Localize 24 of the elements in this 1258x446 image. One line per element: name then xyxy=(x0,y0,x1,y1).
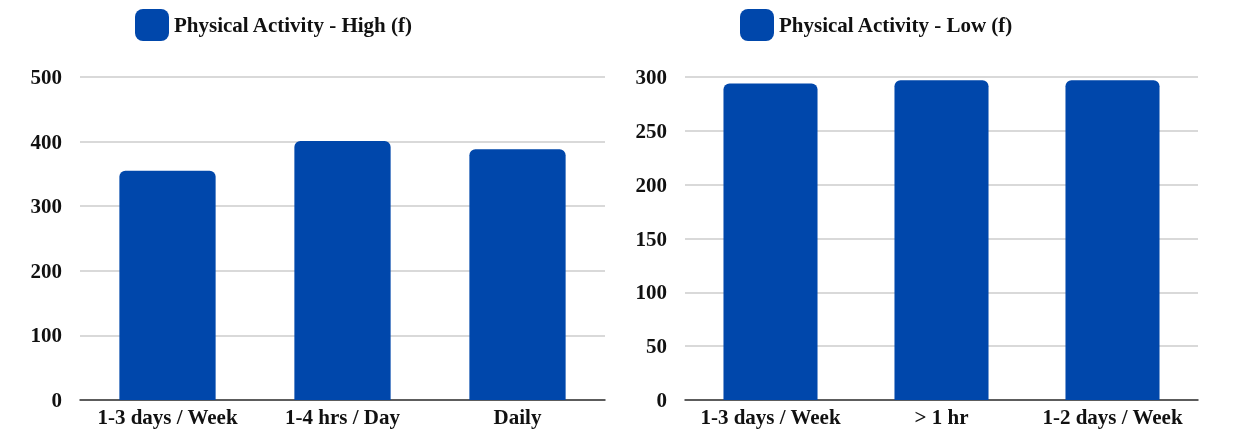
x-tick-label: 1-4 hrs / Day xyxy=(285,404,401,429)
x-tick-label: 1-3 days / Week xyxy=(97,404,238,429)
y-tick-label: 0 xyxy=(656,388,667,412)
x-tick-label: 1-2 days / Week xyxy=(1042,404,1183,429)
y-tick-label: 0 xyxy=(51,388,62,412)
y-tick-label: 200 xyxy=(635,172,667,197)
y-tick-label: 400 xyxy=(30,129,62,154)
y-tick-label: 500 xyxy=(30,65,62,89)
x-tick-label: > 1 hr xyxy=(914,404,969,429)
bar xyxy=(294,140,391,400)
y-tick-label: 150 xyxy=(635,226,667,251)
y-tick-label: 100 xyxy=(635,280,667,305)
legend-label: Physical Activity - High (f) xyxy=(174,13,412,37)
y-tick-label: 300 xyxy=(30,194,62,219)
bar xyxy=(119,170,216,400)
y-tick-label: 250 xyxy=(635,118,667,143)
x-tick-label: Daily xyxy=(493,404,542,429)
x-tick-label: 1-3 days / Week xyxy=(700,404,841,429)
legend-label: Physical Activity - Low (f) xyxy=(779,13,1013,37)
y-tick-label: 200 xyxy=(30,258,62,283)
bar xyxy=(469,149,566,400)
y-tick-label: 100 xyxy=(30,323,62,348)
y-tick-label: 50 xyxy=(646,334,667,359)
y-tick-label: 300 xyxy=(635,65,667,89)
